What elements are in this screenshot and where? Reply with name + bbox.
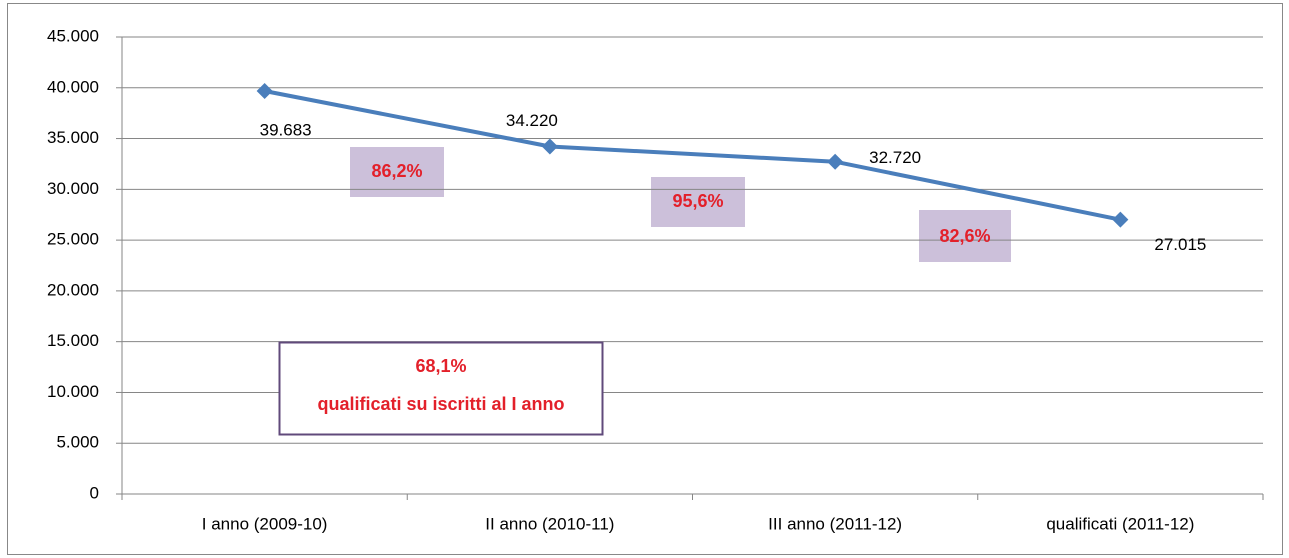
data-label: 39.683 (260, 120, 312, 139)
marker (1112, 211, 1129, 228)
y-tick-label: 5.000 (56, 433, 99, 452)
annotation-box (350, 147, 444, 197)
x-tick-label: III anno (2011-12) (768, 514, 902, 533)
x-tick-label: I anno (2009-10) (202, 514, 328, 533)
data-label: 32.720 (869, 148, 921, 167)
x-tick-label: II anno (2010-11) (485, 514, 614, 533)
marker (827, 153, 844, 170)
annotation-box (278, 341, 604, 436)
data-label: 34.220 (506, 111, 558, 130)
marker (256, 82, 273, 99)
y-tick-label: 45.000 (47, 26, 99, 45)
y-tick-label: 35.000 (47, 128, 99, 147)
annotation: 95,6% (672, 191, 723, 211)
y-tick-label: 25.000 (47, 230, 99, 249)
y-tick-label: 20.000 (47, 280, 99, 299)
annotation-box (919, 210, 1011, 262)
y-tick-label: 30.000 (47, 179, 99, 198)
annotation: 86,2% (371, 161, 422, 181)
annotation: qualificati su iscritti al I anno (317, 394, 564, 414)
marker (541, 138, 558, 155)
line (264, 89, 1121, 222)
data-label: 27.015 (1154, 235, 1206, 254)
x-tick-label: qualificati (2011-12) (1046, 514, 1194, 533)
y-tick-label: 15.000 (47, 331, 99, 350)
chart-border (7, 3, 1283, 555)
y-tick-label: 40.000 (47, 77, 99, 96)
y-tick-label: 0 (90, 483, 99, 502)
annotation: 68,1% (415, 356, 466, 376)
annotation-box (651, 177, 745, 227)
annotation: 82,6% (939, 226, 990, 246)
y-tick-label: 10.000 (47, 382, 99, 401)
